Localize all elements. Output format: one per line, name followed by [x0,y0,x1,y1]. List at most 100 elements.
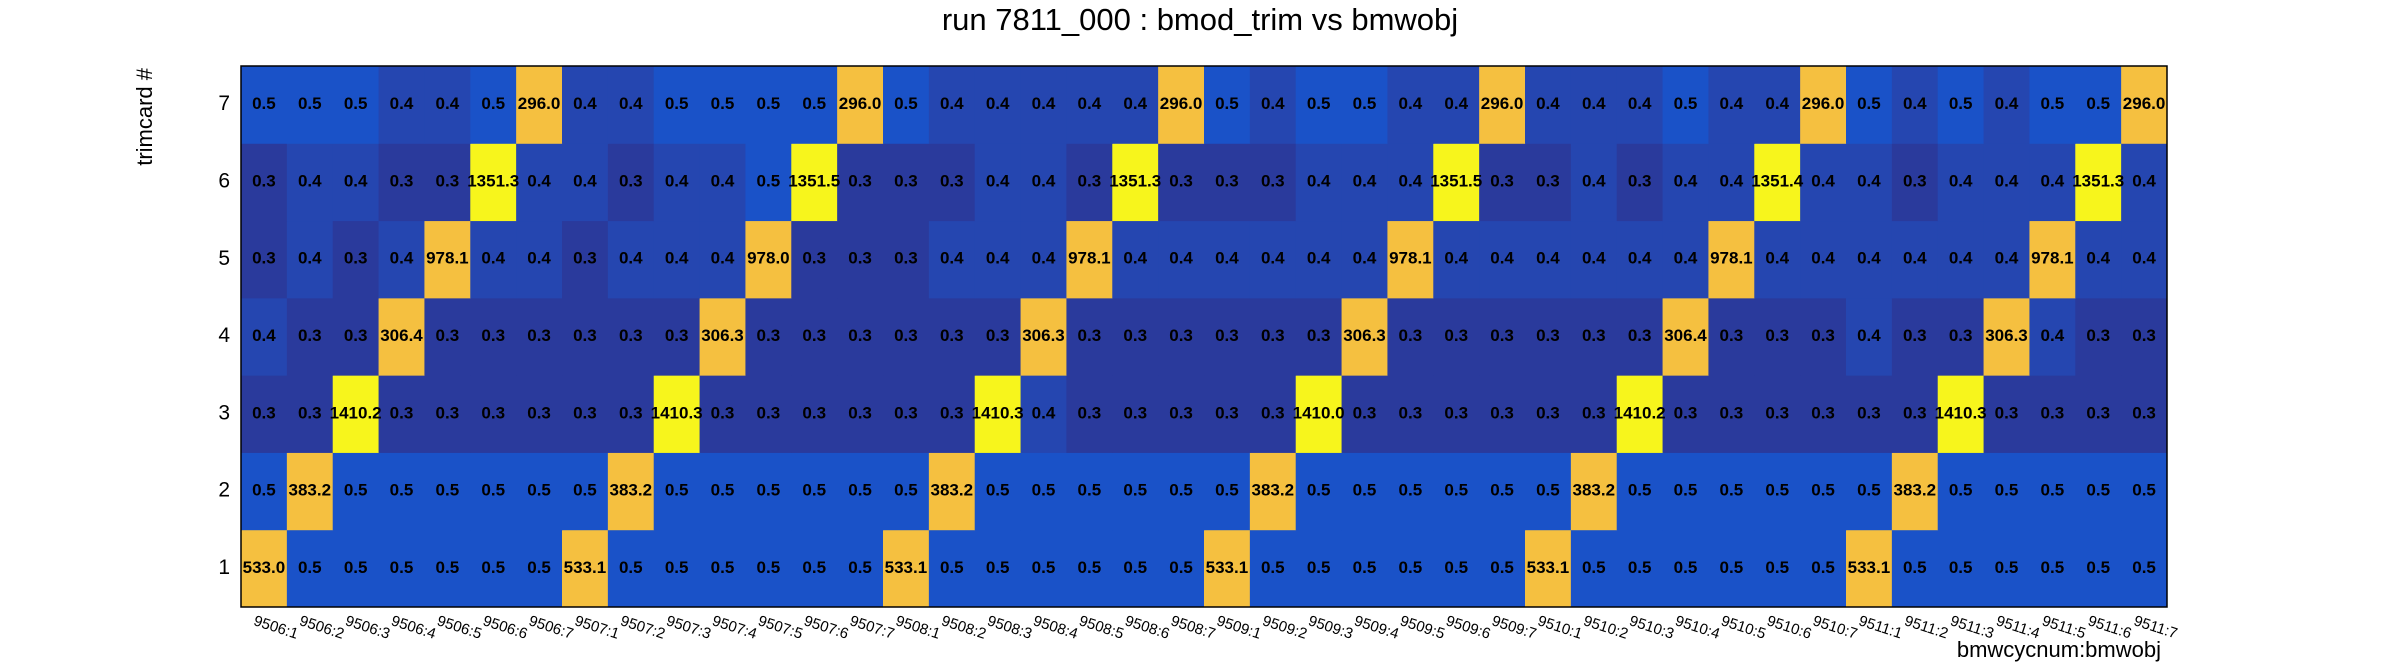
heatmap-cell [1570,375,1618,453]
heatmap-cell [1525,220,1572,299]
cell-label: 0.3 [1995,403,2019,422]
heatmap-cell [928,529,976,608]
heatmap-cell [1020,452,1067,531]
cell-label: 383.2 [289,481,332,500]
heatmap-cell [745,297,792,376]
heatmap-cell [1662,143,1709,222]
cell-label: 0.5 [1353,94,1377,113]
cell-label: 0.3 [344,326,368,345]
heatmap-cell [1708,452,1755,531]
cell-label: 0.5 [1674,481,1698,500]
heatmap-cell [653,66,701,144]
heatmap-cell [653,220,701,299]
cell-label: 0.4 [436,94,460,113]
heatmap-cell [699,452,746,531]
heatmap-cell [1295,375,1343,453]
heatmap-cell [1020,220,1067,299]
cell-label: 0.4 [2041,171,2065,190]
heatmap-cell [286,66,334,144]
heatmap-cell [883,143,930,222]
cell-label: 1410.3 [972,403,1024,422]
cell-label: 0.5 [1811,558,1835,577]
heatmap-cell [1433,220,1480,299]
cell-label: 0.5 [344,558,368,577]
cell-label: 0.3 [1903,403,1927,422]
cell-label: 0.3 [619,403,643,422]
cell-label: 0.4 [1995,249,2019,268]
heatmap-cell [837,375,884,453]
heatmap-cell [2075,297,2122,376]
heatmap-cell [562,297,609,376]
heatmap-cell [516,143,563,222]
cell-label: 0.4 [1949,249,1973,268]
heatmap-cell [1708,143,1755,222]
cell-label: 0.5 [1123,558,1147,577]
cell-label: 978.1 [426,249,469,268]
heatmap-cell [286,297,334,376]
heatmap-cell [470,452,517,531]
heatmap-cell [562,220,609,299]
cell-label: 0.3 [436,171,460,190]
heatmap-cell [928,220,976,299]
cell-label: 0.4 [940,94,964,113]
cell-label: 0.5 [2132,558,2156,577]
cell-label: 0.4 [1032,403,1056,422]
heatmap-cell [2029,375,2076,453]
cell-label: 296.0 [2123,94,2166,113]
cell-label: 0.5 [436,558,460,577]
cell-label: 0.4 [573,94,597,113]
cell-label: 0.4 [252,326,276,345]
heatmap-cell [928,66,976,144]
cell-label: 0.4 [1995,171,2019,190]
heatmap-cell [607,297,655,376]
cell-label: 0.5 [1628,481,1652,500]
heatmap-cell [1800,529,1847,608]
cell-label: 0.4 [1307,171,1331,190]
heatmap-cell [699,220,746,299]
heatmap-cell [791,143,838,222]
cell-label: 0.3 [802,403,826,422]
heatmap-cell [1433,143,1480,222]
heatmap-cell [378,143,425,222]
cell-label: 0.3 [1444,403,1468,422]
heatmap-cell [1295,297,1343,376]
cell-label: 0.5 [1903,558,1927,577]
heatmap-cell [1479,66,1526,144]
y-tick-label: 2 [218,479,230,502]
y-tick-label: 3 [218,401,230,424]
cell-label: 0.3 [2086,403,2110,422]
cell-label: 0.3 [1582,326,1606,345]
cell-label: 0.4 [298,249,322,268]
cell-label: 0.3 [252,403,276,422]
heatmap-cell [1249,297,1297,376]
heatmap-cell [1112,297,1159,376]
cell-label: 0.5 [1307,558,1331,577]
cell-label: 0.4 [986,94,1010,113]
heatmap-cell [1387,452,1434,531]
cell-label: 0.5 [1857,481,1881,500]
cell-label: 0.5 [1765,481,1789,500]
heatmap-cell [1387,297,1434,376]
cell-label: 0.5 [527,481,551,500]
heatmap-cell [928,452,976,531]
heatmap-cell [653,143,701,222]
heatmap-cell [1754,375,1801,453]
heatmap-cell [1295,529,1343,608]
cell-label: 0.3 [848,171,872,190]
heatmap-cell [1937,143,1985,222]
heatmap-cell [424,143,471,222]
cell-label: 383.2 [1573,481,1616,500]
heatmap-cell [241,143,288,222]
heatmap-cell [974,375,1022,453]
heatmap-cell [745,66,792,144]
y-axis-title: trimcard # [132,67,157,166]
heatmap-cell [837,66,884,144]
cell-label: 0.5 [894,94,918,113]
heatmap-cell [1295,220,1343,299]
heatmap-cell [974,66,1022,144]
heatmap-cell [1158,529,1205,608]
cell-label: 0.3 [802,249,826,268]
cell-label: 0.5 [1995,481,2019,500]
heatmap-cell [1983,220,2030,299]
